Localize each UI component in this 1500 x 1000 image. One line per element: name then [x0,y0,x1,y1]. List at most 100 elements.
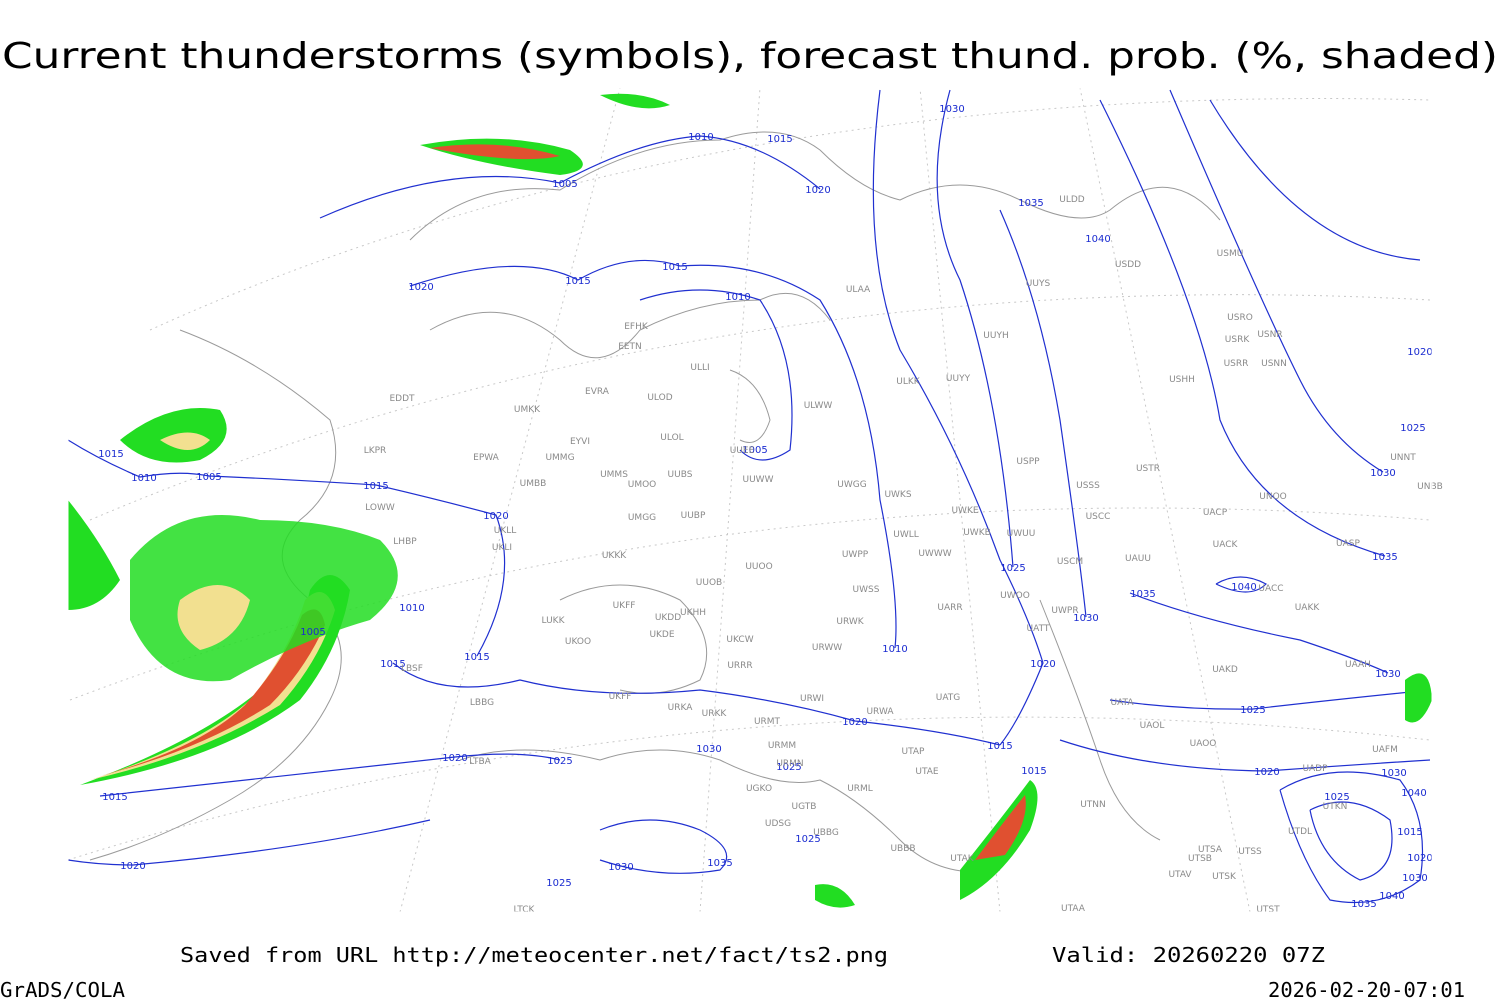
station-label: UAAH [1345,660,1371,670]
station-label: UWWW [918,549,951,559]
station-label: URMN [776,759,803,769]
isobar-label: 1010 [131,473,156,484]
station-label: UKDD [655,613,681,623]
station-label: UUYS [1026,279,1051,289]
station-label: URML [847,784,873,794]
station-label: EVRA [585,387,610,397]
isobar-label: 1035 [1372,552,1397,563]
isobar-label: 1020 [842,717,867,728]
station-label: LTBA [469,757,491,767]
isobar-label: 1025 [795,834,820,845]
station-label: LOWW [365,503,395,513]
station-label: UKKK [602,551,627,561]
station-label: UWPR [1051,606,1078,616]
station-label: UNNT [1390,453,1416,463]
station-label: UBBG [813,828,839,838]
station-label: UTAA [1061,904,1086,914]
station-label: UMGG [628,513,656,523]
station-label: URWW [812,643,842,653]
station-label: UKLL [494,526,517,536]
station-label: UAKD [1212,665,1238,675]
station-label: USHH [1169,375,1195,385]
isobar-label: 1025 [547,756,572,767]
station-label: UAFM [1372,745,1398,755]
station-label: LBBG [470,698,494,708]
station-label: USRR [1224,359,1249,369]
isobar-label: 1015 [565,276,590,287]
station-label: URKK [702,709,728,719]
station-label: UKHH [680,608,706,618]
isobar-label: 1020 [120,861,145,872]
isobar-label: 1010 [882,644,907,655]
station-label: LTCK [514,905,536,915]
station-label: EETN [618,342,642,352]
isobar-label: 1015 [102,792,127,803]
station-label: UARR [937,603,962,613]
station-label: EDDT [389,394,415,404]
station-label: UWKB [963,528,991,538]
isobar-label: 1015 [987,741,1012,752]
station-label: UKFF [609,692,632,702]
station-label: ULOD [647,393,672,403]
title: Current thunderstorms (symbols), forecas… [2,36,1498,77]
isobar-label: 1030 [1370,468,1395,479]
station-label: UWPP [842,550,869,560]
station-label: UMMG [545,453,574,463]
station-label: UAOL [1140,721,1165,731]
map-area: 1010 1015 1005 1020 1030 1035 1040 1015 1015 1020… [67,87,1443,915]
station-label: UATA [1110,698,1134,708]
isobar-label: 1035 [707,858,732,869]
station-label: USRK [1225,335,1251,345]
station-label: UWKE [951,506,978,516]
isobar-label: 1005 [552,179,577,190]
station-label: UUBS [668,470,693,480]
isobar-label: 1025 [1324,792,1349,803]
isobar-label: 1030 [1073,613,1098,624]
station-label: EFHK [624,322,649,332]
isobar-label: 1025 [776,762,801,773]
station-label: UUBP [681,511,706,521]
station-label: UMOO [628,480,657,490]
station-label: UNOO [1259,492,1287,502]
station-label: UWLL [893,530,919,540]
isobar-label: 1030 [939,104,964,115]
station-label: UATG [936,693,961,703]
isobar-label: 1035 [1130,589,1155,600]
isobar-label: 1030 [1375,669,1400,680]
software: GrADS/COLA [0,978,125,1000]
probability-shading [68,93,1432,908]
isobar-label: 1015 [1397,827,1422,838]
isobar-label: 1015 [464,652,489,663]
valid-time: Valid: 20260220 07Z [1052,943,1325,967]
station-label: UACC [1258,584,1283,594]
station-label: USSS [1076,481,1100,491]
station-label: LUKK [542,616,566,626]
station-label: URMM [768,741,796,751]
station-label: UWGG [837,480,866,490]
station-label: LHBP [393,537,417,547]
station-label: UBBB [890,844,915,854]
station-label: UUOO [745,562,772,572]
station-label: USTR [1136,464,1160,474]
station-label: UTSK [1212,872,1237,882]
isobar-label: 1030 [608,862,633,873]
isobar-label: 1015 [767,134,792,145]
station-label: UACK [1213,540,1239,550]
station-label: UTAK [950,854,975,864]
isobar-label: 1030 [1381,768,1406,779]
station-label: USCM [1057,557,1083,567]
isobar-label: 1025 [546,878,571,889]
isobar-label: 1040 [1085,234,1110,245]
station-label: UATT [1027,624,1050,634]
station-label: UASP [1336,539,1360,549]
isobars [67,89,1431,904]
station-label: USDD [1115,260,1141,270]
isobar-label: 1020 [483,511,508,522]
station-label: URKA [668,703,694,713]
station-label: UTDL [1288,827,1312,837]
station-label: USMU [1217,249,1244,259]
station-label: UUOB [696,578,722,588]
map-frame [67,87,1433,913]
isobar-label: 1035 [1018,198,1043,209]
